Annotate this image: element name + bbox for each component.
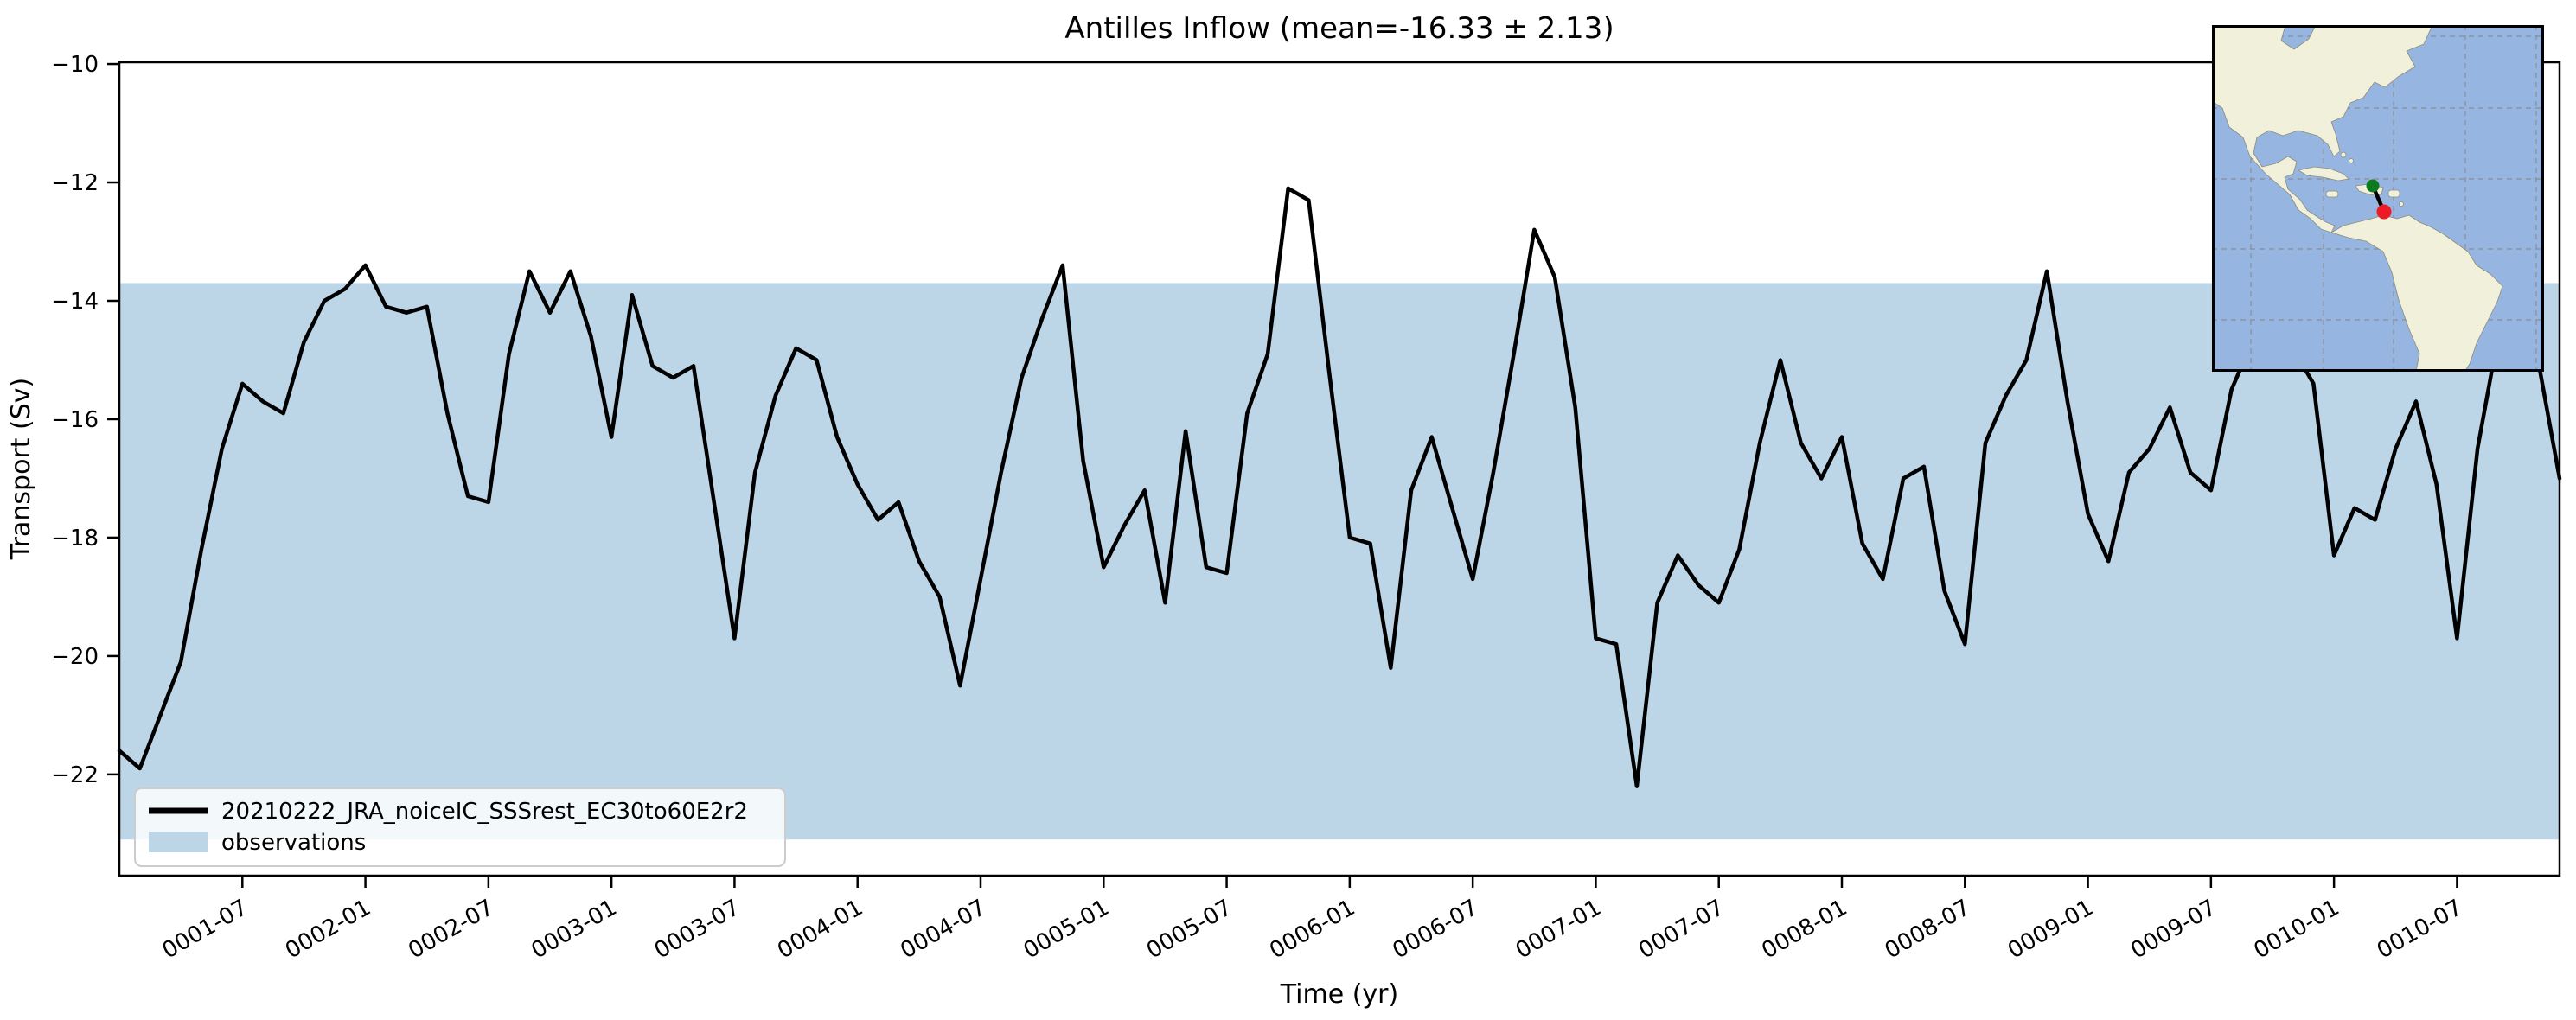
svg-text:0008-01: 0008-01 xyxy=(1757,895,1851,964)
svg-text:0007-07: 0007-07 xyxy=(1634,895,1729,964)
inset-border xyxy=(2212,25,2544,372)
svg-text:0009-01: 0009-01 xyxy=(2004,895,2098,964)
cuba-island xyxy=(2298,166,2349,182)
svg-text:−10: −10 xyxy=(51,52,99,78)
bahamas-island xyxy=(2349,158,2354,163)
x-axis-ticks: 0001-07 0002-01 0002-07 0003-01 0003-07 0004-… xyxy=(158,876,2467,964)
svg-text:0001-07: 0001-07 xyxy=(158,895,252,964)
svg-text:0003-01: 0003-01 xyxy=(527,895,622,964)
axes-spines xyxy=(118,61,2561,877)
svg-text:−22: −22 xyxy=(51,762,99,788)
svg-text:0006-01: 0006-01 xyxy=(1265,895,1359,964)
svg-text:0009-07: 0009-07 xyxy=(2126,895,2221,964)
svg-text:0006-07: 0006-07 xyxy=(1389,895,1483,964)
svg-text:0004-07: 0004-07 xyxy=(896,895,990,964)
svg-text:0008-07: 0008-07 xyxy=(1881,895,1975,964)
svg-text:0002-01: 0002-01 xyxy=(281,895,375,964)
svg-text:0002-07: 0002-07 xyxy=(404,895,498,964)
bahamas-island xyxy=(2340,151,2347,158)
jamaica-island xyxy=(2325,190,2339,198)
svg-text:0010-01: 0010-01 xyxy=(2250,895,2344,964)
legend-series-label: 20210222_JRA_noiceIC_SSSrest_EC30to60E2r… xyxy=(221,799,748,825)
section-start-green-marker xyxy=(2366,179,2380,193)
observations-band xyxy=(119,283,2560,840)
svg-text:0005-07: 0005-07 xyxy=(1142,895,1237,964)
svg-text:0004-01: 0004-01 xyxy=(773,895,867,964)
puerto-rico-island xyxy=(2387,189,2400,198)
north-america-landmass xyxy=(2212,25,2433,233)
svg-text:−18: −18 xyxy=(51,526,99,551)
svg-text:−16: −16 xyxy=(51,407,99,433)
inset-locator-map xyxy=(2212,25,2544,372)
svg-text:−20: −20 xyxy=(51,644,99,670)
legend-band-swatch xyxy=(149,832,208,852)
y-axis-label: Transport (Sv) xyxy=(6,378,36,561)
south-america-landmass xyxy=(2330,214,2503,372)
lesser-antilles-island xyxy=(2399,201,2404,207)
svg-text:0005-01: 0005-01 xyxy=(1020,895,1114,964)
legend-band-label: observations xyxy=(221,830,366,856)
transport-series-line xyxy=(117,186,2562,788)
svg-text:0003-07: 0003-07 xyxy=(650,895,745,964)
chart-title: Antilles Inflow (mean=-16.33 ± 2.13) xyxy=(1064,11,1614,46)
svg-text:−12: −12 xyxy=(51,170,99,196)
y-axis-ticks: −10 −12 −14 −16 −18 −20 −22 xyxy=(51,52,119,788)
legend: 20210222_JRA_noiceIC_SSSrest_EC30to60E2r… xyxy=(134,787,786,867)
svg-text:0010-07: 0010-07 xyxy=(2373,895,2467,964)
legend-box xyxy=(134,787,786,867)
section-end-red-marker xyxy=(2376,204,2392,220)
svg-text:0007-01: 0007-01 xyxy=(1512,895,1606,964)
svg-text:−14: −14 xyxy=(51,289,99,315)
x-axis-label: Time (yr) xyxy=(1280,979,1398,1010)
